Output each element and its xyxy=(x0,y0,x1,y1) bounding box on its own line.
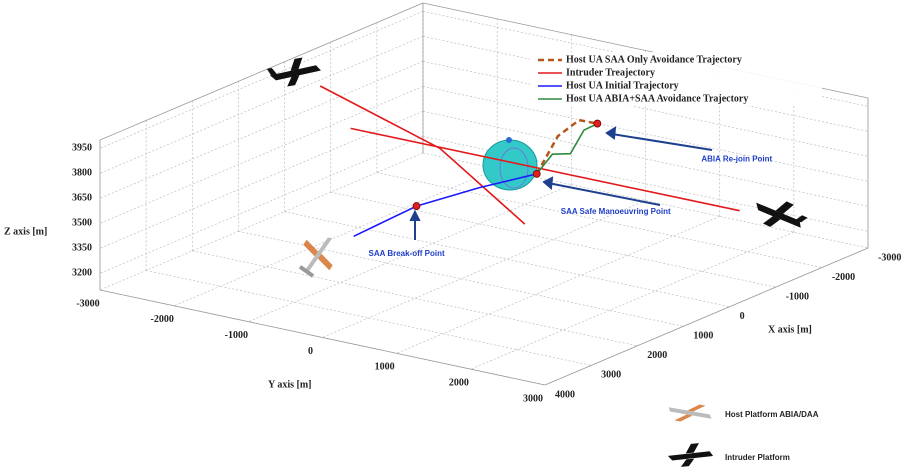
grid-line xyxy=(100,11,423,148)
sphere xyxy=(483,140,537,190)
grid-line xyxy=(285,212,730,307)
intruder-icon xyxy=(667,442,714,468)
host-icon xyxy=(667,399,714,426)
grid-line xyxy=(323,201,646,338)
x-tick-label: -3000 xyxy=(878,252,901,263)
x-tick-label: 3000 xyxy=(601,370,621,381)
x-tick-label: 2000 xyxy=(647,350,667,361)
annotation-label: ABIA Re-join Point xyxy=(701,155,772,164)
grid-line xyxy=(100,36,423,173)
z-tick-label: 3350 xyxy=(72,243,92,254)
platform-legend-label: Intruder Platform xyxy=(725,453,790,462)
x-tick-label: 1000 xyxy=(693,331,713,342)
arrow-head xyxy=(544,178,552,188)
grid-line xyxy=(471,232,794,369)
y-tick-label: 0 xyxy=(308,346,313,357)
arrow-head xyxy=(411,212,419,220)
y-axis-label: Y axis [m] xyxy=(268,379,312,390)
z-axis-label: Z axis [m] xyxy=(4,226,47,237)
legend-label: Host UA SAA Only Avoidance Trajectory xyxy=(566,54,742,65)
arrow-head xyxy=(607,128,615,138)
platform-legend-label: Host Platform ABIA/DAA xyxy=(725,410,819,419)
avoidance-volume xyxy=(483,137,537,190)
figure: 3200 3350 3500 3650 3800 3950 -3000 -2000 -1000 0… xyxy=(0,0,916,470)
y-tick-label: 2000 xyxy=(449,377,469,388)
x-axis-label: X axis [m] xyxy=(768,324,812,335)
arrow xyxy=(548,183,660,205)
annotation-layer: SAA Break-off Point SAA Safe Manoeuvring … xyxy=(369,120,773,258)
z-tick-label: 3650 xyxy=(72,193,92,204)
box-edge xyxy=(545,248,868,385)
chart: 3200 3350 3500 3650 3800 3950 -3000 -2000 -1000 0… xyxy=(0,0,916,470)
box-edge xyxy=(100,290,545,385)
annotation-label: SAA Safe Manoeuvring Point xyxy=(561,207,671,216)
y-tick-label: -1000 xyxy=(225,330,248,341)
grid-line xyxy=(100,111,423,248)
grid-line xyxy=(100,86,423,223)
x-tick-label: 4000 xyxy=(555,389,575,400)
z-tick-label: 3500 xyxy=(72,218,92,229)
y-tick-label: -3000 xyxy=(76,298,99,309)
x-tick-label: 0 xyxy=(740,311,745,322)
annotation-label: SAA Break-off Point xyxy=(369,249,445,258)
grid-line xyxy=(174,169,497,306)
host-icon xyxy=(291,227,346,284)
arrows xyxy=(411,128,712,240)
intruder-icon xyxy=(266,55,323,90)
legend-label: Host UA ABIA+SAA Avoidance Trajectory xyxy=(566,93,748,104)
legend-label: Host UA Initial Trajectory xyxy=(566,80,679,91)
z-tick-label: 3200 xyxy=(72,268,92,279)
grid-line xyxy=(100,61,423,198)
grid-line xyxy=(397,216,720,353)
z-tick-label: 3800 xyxy=(72,168,92,179)
legend: Host UA SAA Only Avoidance Trajectory Int… xyxy=(530,52,822,106)
grid-line xyxy=(100,153,423,290)
legend-label: Intruder Treajectory xyxy=(566,67,655,78)
box-edge xyxy=(100,3,423,140)
annotation-point xyxy=(594,120,601,127)
y-tick-label: -2000 xyxy=(150,314,173,325)
z-tick-label: 3950 xyxy=(72,143,92,154)
sphere-top xyxy=(506,137,512,143)
annotation-point xyxy=(413,203,420,210)
intruder-icon xyxy=(749,190,810,240)
x-tick-label: -1000 xyxy=(786,291,809,302)
annotation-point xyxy=(533,170,540,177)
y-tick-label: 3000 xyxy=(523,393,543,404)
y-tick-label: 1000 xyxy=(375,362,395,373)
series-line xyxy=(537,124,598,174)
x-tick-label: -2000 xyxy=(832,272,855,283)
arrow xyxy=(612,134,712,150)
